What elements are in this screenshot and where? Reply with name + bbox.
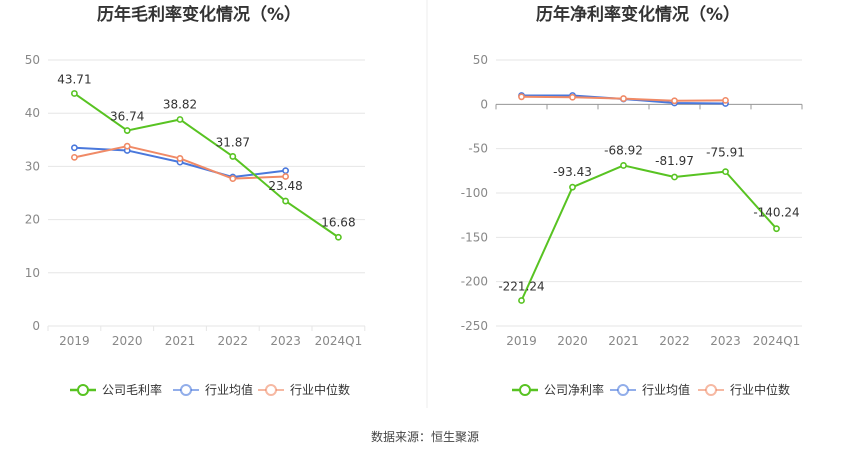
legend-marker: [617, 384, 629, 396]
legend-marker: [705, 384, 717, 396]
legend: 公司净利率 行业均值 行业中位数: [512, 382, 790, 397]
x-tick-label: 2022: [659, 334, 690, 348]
data-point-industry_median: [229, 175, 237, 183]
data-point-company: [282, 197, 289, 205]
data-point-company: [123, 127, 131, 134]
legend-label: 公司毛利率: [102, 382, 162, 397]
x-tick-label: 2022: [218, 334, 249, 348]
legend-label: 公司净利率: [544, 382, 604, 397]
data-point-company: [773, 225, 780, 233]
legend-item-company: 公司毛利率: [70, 382, 162, 397]
data-point-industry_avg: [71, 144, 78, 152]
y-tick-label: 10: [25, 266, 40, 280]
legend-label: 行业均值: [205, 382, 253, 397]
y-tick-label: 40: [25, 106, 40, 120]
y-tick-label: -200: [461, 275, 488, 289]
data-point-industry_median: [569, 93, 576, 101]
data-label: 31.87: [216, 135, 250, 149]
x-tick-label: 2019: [506, 334, 537, 348]
chart-title: 历年毛利率变化情况（%）: [97, 4, 301, 25]
legend-item-industry_median: 行业中位数: [698, 382, 790, 397]
data-point-industry_avg: [282, 167, 289, 175]
legend-marker: [519, 384, 531, 396]
series-line-company: [73, 92, 339, 239]
x-tick-label: 2020: [112, 334, 143, 348]
data-label: 38.82: [163, 97, 197, 111]
y-tick-label: 30: [25, 159, 40, 173]
y-tick-label: -150: [461, 230, 488, 244]
data-point-industry_median: [722, 96, 729, 104]
data-label: -68.92: [604, 143, 643, 157]
series-line-company: [520, 164, 778, 301]
series-industry_median: [71, 142, 289, 183]
data-point-company: [229, 153, 237, 160]
series-industry_median: [518, 93, 729, 105]
x-tick-label: 2024Q1: [315, 334, 363, 348]
legend-label: 行业中位数: [730, 382, 790, 397]
x-tick-label: 2023: [710, 334, 741, 348]
data-point-industry_median: [123, 142, 131, 150]
data-point-company: [334, 233, 342, 241]
legend-marker: [77, 384, 89, 396]
legend-marker: [180, 384, 192, 396]
data-label: 36.74: [110, 110, 144, 124]
x-tick-label: 2024Q1: [753, 334, 801, 348]
x-tick-label: 2019: [59, 334, 90, 348]
legend-item-industry_avg: 行业均值: [173, 382, 253, 397]
data-label: 16.68: [321, 215, 355, 229]
data-label: 43.71: [57, 72, 91, 86]
data-point-company: [620, 162, 627, 169]
y-tick-label: -50: [468, 142, 488, 156]
data-point-company: [176, 116, 184, 123]
legend-label: 行业均值: [642, 382, 690, 397]
y-tick-label: 50: [25, 53, 40, 67]
x-tick-label: 2021: [165, 334, 196, 348]
series-company: -221.24 -93.43 -68.92 -81.97 -75.91 -140.24: [498, 143, 800, 304]
chart-panel-2: 历年净利率变化情况（%） -250 -200 -150 -100 -50 0 50 2019 20…: [461, 4, 803, 397]
y-tick-label: -250: [461, 319, 488, 333]
data-source-note: 数据来源：恒生聚源: [370, 430, 479, 444]
y-tick-label: 0: [32, 319, 40, 333]
data-point-industry_median: [176, 155, 184, 162]
data-point-industry_median: [518, 93, 525, 101]
data-point-industry_median: [620, 95, 627, 102]
data-point-industry_median: [71, 153, 78, 161]
data-point-industry_median: [282, 173, 289, 180]
legend-label: 行业中位数: [290, 382, 350, 397]
data-label: -75.91: [706, 146, 745, 160]
x-tick-label: 2023: [270, 334, 301, 348]
chart-panel-1: 历年毛利率变化情况（%） 0 10 20 30 40 50 2019 2020 2021 2022 2…: [25, 4, 366, 397]
x-tick-label: 2021: [608, 334, 639, 348]
legend-marker: [265, 384, 277, 396]
data-label: -221.24: [498, 279, 544, 293]
y-tick-label: 0: [480, 97, 488, 111]
x-tick-label: 2020: [557, 334, 588, 348]
data-point-company: [569, 183, 576, 191]
data-point-company: [518, 297, 525, 304]
data-point-company: [722, 168, 729, 176]
data-point-company: [71, 90, 78, 97]
y-tick-label: -100: [461, 186, 488, 200]
data-label: -81.97: [655, 154, 694, 168]
data-label: -140.24: [753, 206, 799, 220]
data-label: 23.48: [268, 179, 302, 193]
y-tick-label: 50: [473, 53, 488, 67]
legend-item-company: 公司净利率: [512, 382, 604, 397]
data-point-company: [671, 173, 678, 181]
legend-item-industry_median: 行业中位数: [258, 382, 350, 397]
data-point-industry_median: [671, 97, 678, 105]
legend: 公司毛利率 行业均值 行业中位数: [70, 382, 350, 397]
legend-item-industry_avg: 行业均值: [610, 382, 690, 397]
data-label: -93.43: [553, 165, 592, 179]
chart-title: 历年净利率变化情况（%）: [536, 4, 740, 25]
series-company: 43.71 36.74 38.82 31.87 23.48 16.68: [57, 72, 356, 241]
y-tick-label: 20: [25, 213, 40, 227]
